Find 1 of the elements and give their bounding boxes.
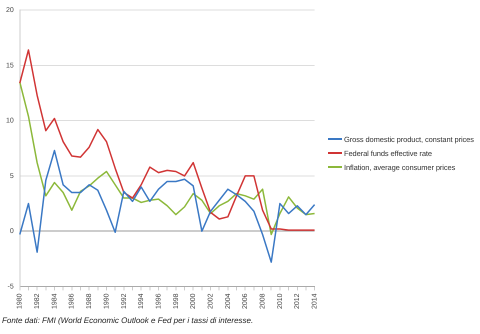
source-note: Fonte dati: FMI (World Economic Outlook e Fed per i tassi di interesse. [2, 316, 254, 325]
